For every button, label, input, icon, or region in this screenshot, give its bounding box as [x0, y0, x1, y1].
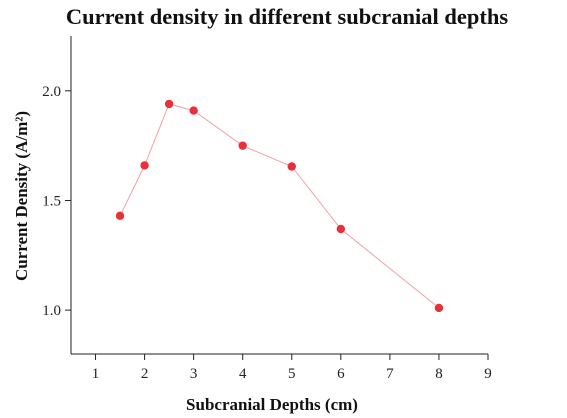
data-point [287, 162, 296, 171]
chart-title: Current density in different subcranial … [66, 4, 509, 29]
data-point [189, 106, 198, 115]
series-points [115, 99, 444, 313]
data-point [336, 224, 346, 234]
plot-area: 1 2 3 4 5 6 7 8 9 1.0 1.5 2.0 [42, 36, 492, 382]
series-lines [119, 103, 440, 309]
y-tick-label: 2.0 [42, 84, 61, 100]
x-tick-label: 2 [141, 366, 149, 382]
x-axis-title: Subcranial Depths (cm) [186, 395, 358, 414]
x-tick-label: 3 [190, 366, 198, 382]
x-tick-label: 4 [239, 366, 247, 382]
x-tick-label: 8 [435, 366, 443, 382]
data-point [140, 161, 149, 170]
x-tick-label: 7 [386, 366, 394, 382]
data-point [238, 141, 247, 150]
x-ticks: 1 2 3 4 5 6 7 8 9 [92, 354, 492, 382]
data-point [434, 303, 444, 313]
x-tick-label: 1 [92, 366, 100, 382]
y-tick-label: 1.5 [42, 193, 61, 209]
y-tick-label: 1.0 [42, 303, 61, 319]
series-line [119, 103, 440, 309]
y-ticks: 1.0 1.5 2.0 [42, 84, 71, 319]
y-axis-title: Current Density (A/m²) [12, 111, 31, 281]
data-point [115, 211, 125, 221]
data-point [164, 99, 174, 109]
x-tick-label: 6 [337, 366, 345, 382]
x-tick-label: 9 [484, 366, 492, 382]
x-tick-label: 5 [288, 366, 296, 382]
